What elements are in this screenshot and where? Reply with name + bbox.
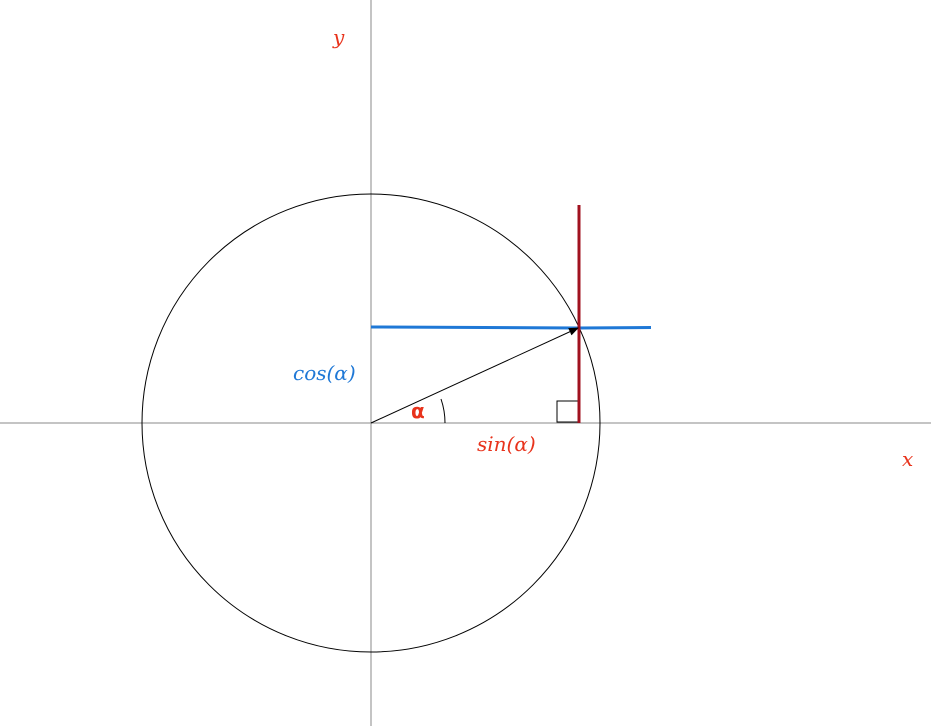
sin-label: sin(α) [477, 432, 536, 456]
angle-label: α [411, 399, 425, 423]
unit-circle [141, 193, 601, 653]
cos-label: cos(α) [293, 361, 356, 385]
angle-arc [440, 398, 446, 424]
right-angle-marker [556, 400, 579, 423]
radius-vector [370, 327, 579, 424]
horizontal-blue-line [370, 325, 652, 330]
y-axis-label: y [332, 25, 345, 49]
x-axis-label: x [902, 447, 913, 471]
